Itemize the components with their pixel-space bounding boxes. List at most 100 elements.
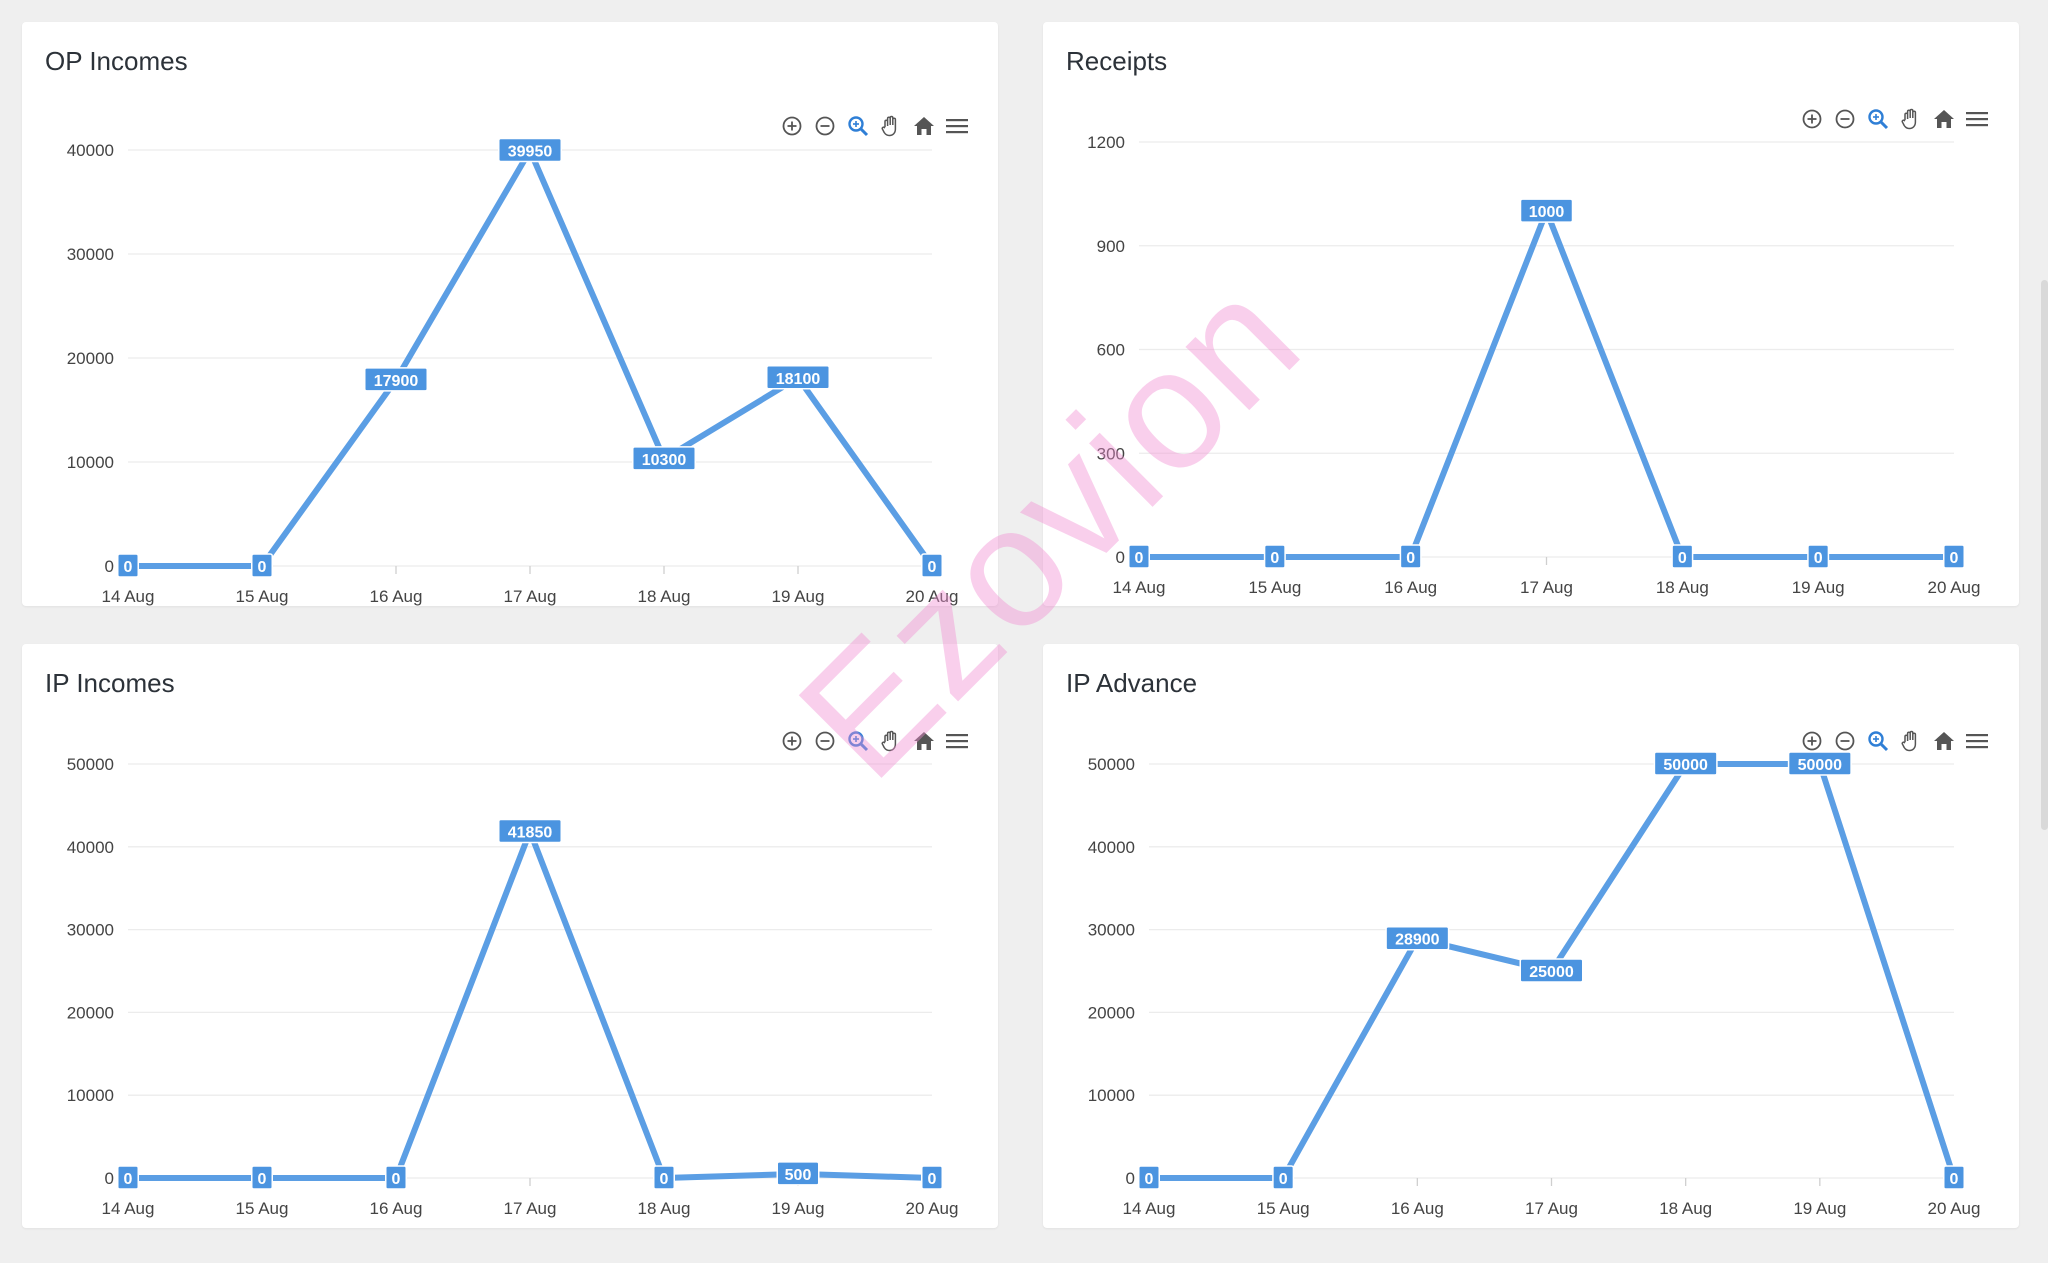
data-label: 0	[1138, 1165, 1160, 1190]
zoom-in-icon[interactable]	[1798, 727, 1825, 754]
selection-zoom-icon[interactable]	[1864, 727, 1891, 754]
data-label: 25000	[1519, 958, 1584, 983]
data-label-text: 50000	[1663, 757, 1708, 774]
x-tick-label: 17 Aug	[1520, 578, 1573, 597]
x-tick-label: 16 Aug	[370, 587, 423, 606]
page-scrollbar[interactable]	[2041, 280, 2048, 830]
data-label: 0	[117, 1165, 139, 1190]
menu-icon[interactable]	[1963, 105, 1990, 132]
data-label-text: 50000	[1798, 757, 1843, 774]
zoom-out-icon[interactable]	[1831, 727, 1858, 754]
data-label: 50000	[1653, 751, 1718, 776]
data-label-box	[498, 818, 562, 844]
data-label-text: 0	[258, 1171, 267, 1188]
x-tick-label: 18 Aug	[1659, 1199, 1712, 1218]
data-label: 0	[921, 1165, 943, 1190]
series-line	[1136, 208, 1957, 560]
data-label: 0	[1807, 544, 1830, 569]
menu-icon[interactable]	[943, 727, 970, 754]
data-label-box	[1385, 925, 1450, 951]
x-tick-label: 15 Aug	[236, 1199, 289, 1218]
data-label-text: 0	[1406, 550, 1415, 567]
reset-home-icon[interactable]	[1930, 105, 1957, 132]
line-chart: 0 10000 20000 30000 40000 50000 14 Aug 15 Aug 16…	[1088, 751, 1980, 1218]
data-label-text: 0	[392, 1171, 401, 1188]
y-tick-label: 10000	[67, 453, 114, 472]
data-label: 0	[251, 1165, 273, 1190]
chart-toolbar	[1798, 727, 1990, 754]
zoom-out-icon[interactable]	[1831, 105, 1858, 132]
pan-hand-icon[interactable]	[1897, 105, 1924, 132]
data-label-text: 28900	[1395, 932, 1440, 949]
reset-home-icon[interactable]	[910, 112, 937, 139]
data-label: 10300	[632, 446, 696, 471]
y-tick-label: 600	[1097, 341, 1125, 360]
data-label: 500	[776, 1161, 820, 1186]
x-tick-label: 14 Aug	[102, 587, 155, 606]
zoom-out-icon[interactable]	[811, 727, 838, 754]
chart-toolbar	[1798, 105, 1990, 132]
data-label-text: 25000	[1529, 964, 1574, 981]
data-label-box	[1943, 1165, 1965, 1190]
data-label-text: 0	[928, 559, 937, 576]
data-label-box	[1671, 544, 1694, 569]
x-tick-label: 20 Aug	[906, 587, 959, 606]
data-label-text: 0	[1270, 550, 1279, 567]
data-label: 0	[1399, 544, 1422, 569]
data-label-box	[1272, 1165, 1295, 1190]
reset-home-icon[interactable]	[1930, 727, 1957, 754]
x-tick-label: 17 Aug	[1525, 1199, 1578, 1218]
reset-home-icon[interactable]	[910, 727, 937, 754]
pan-hand-icon[interactable]	[877, 727, 904, 754]
data-label-box	[776, 1161, 820, 1186]
zoom-in-icon[interactable]	[778, 727, 805, 754]
y-tick-label: 20000	[67, 349, 114, 368]
data-label-box	[385, 1165, 407, 1190]
data-label-box	[1943, 544, 1965, 569]
data-label-box	[1138, 1165, 1160, 1190]
chart-title: OP Incomes	[45, 46, 188, 76]
data-label-text: 0	[1279, 1171, 1288, 1188]
zoom-out-icon[interactable]	[811, 112, 838, 139]
data-label-text: 18100	[776, 371, 821, 388]
data-label-text: 0	[928, 1171, 937, 1188]
data-label-text: 0	[1678, 550, 1687, 567]
data-label-box	[1399, 544, 1422, 569]
zoom-in-icon[interactable]	[1798, 105, 1825, 132]
data-label: 0	[1671, 544, 1694, 569]
data-label-box	[921, 553, 943, 578]
data-label-text: 10300	[642, 452, 687, 469]
line-chart: 0 300 600 900 1200 14 Aug 15 Aug 16 Aug 17 Aug 18…	[1087, 133, 1980, 597]
x-tick-label: 19 Aug	[772, 1199, 825, 1218]
data-label-text: 1000	[1529, 204, 1565, 221]
data-label: 39950	[498, 137, 562, 163]
pan-hand-icon[interactable]	[1897, 727, 1924, 754]
menu-icon[interactable]	[943, 112, 970, 139]
y-tick-label: 40000	[1088, 838, 1135, 857]
data-label-text: 0	[1135, 550, 1144, 567]
x-tick-label: 17 Aug	[504, 587, 557, 606]
data-label: 41850	[498, 818, 562, 844]
pan-hand-icon[interactable]	[877, 112, 904, 139]
selection-zoom-icon[interactable]	[1864, 105, 1891, 132]
data-label-text: 17900	[374, 373, 419, 390]
data-label-box	[364, 367, 428, 392]
selection-zoom-icon[interactable]	[844, 112, 871, 139]
menu-icon[interactable]	[1963, 727, 1990, 754]
data-label-text: 0	[1950, 550, 1959, 567]
y-tick-label: 0	[1126, 1169, 1135, 1188]
selection-zoom-icon[interactable]	[844, 727, 871, 754]
y-tick-label: 50000	[1088, 755, 1135, 774]
chart-toolbar	[778, 112, 970, 139]
zoom-in-icon[interactable]	[778, 112, 805, 139]
data-label: 18100	[766, 365, 830, 390]
y-tick-label: 900	[1097, 237, 1125, 256]
data-label-text: 0	[124, 1171, 133, 1188]
x-tick-label: 14 Aug	[102, 1199, 155, 1218]
y-tick-label: 10000	[1088, 1086, 1135, 1105]
chart-title: Receipts	[1066, 46, 1168, 76]
line-chart: 0 10000 20000 30000 40000 14 Aug 15 Aug 16 Aug 1…	[67, 137, 959, 606]
data-label: 28900	[1385, 925, 1450, 951]
data-label: 0	[385, 1165, 407, 1190]
x-tick-label: 15 Aug	[1248, 578, 1301, 597]
